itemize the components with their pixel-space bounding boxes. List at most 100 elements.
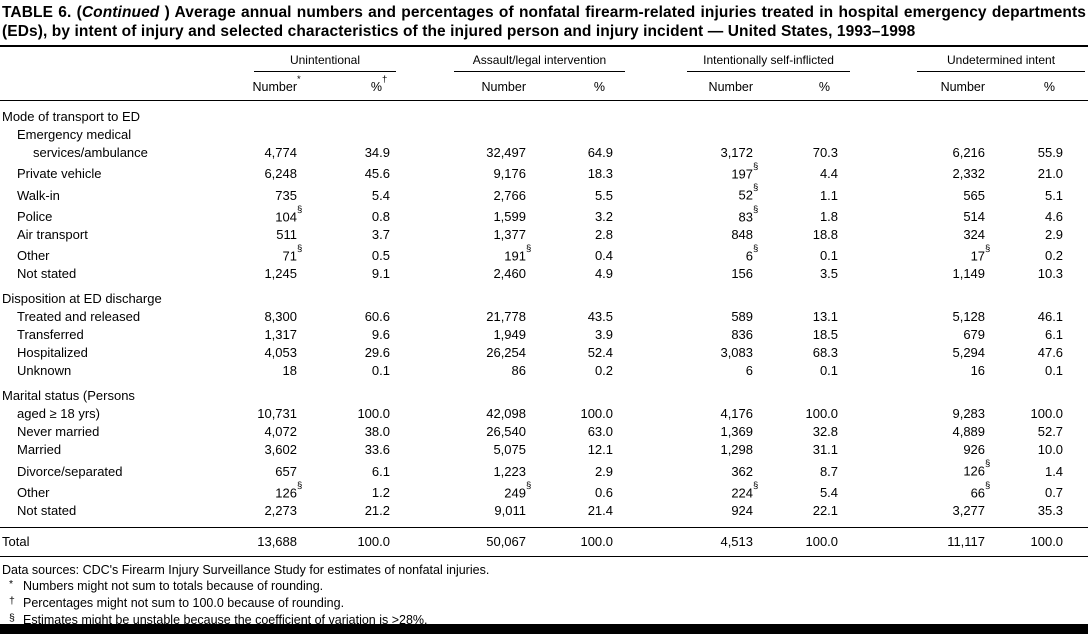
cell: 1,223 — [493, 463, 526, 479]
row-label: Not stated — [17, 503, 77, 519]
table-row: Other 71§ 0.5 191§ 0.4 6§ 0.1 17§ 0.2 — [0, 243, 1088, 265]
title-rule — [0, 45, 1088, 47]
cell: 1,317 — [264, 327, 297, 343]
cell: 657 — [275, 463, 297, 479]
table-row: Never married 4,072 38.0 26,540 63.0 1,369 32.… — [0, 423, 1088, 441]
cell: 21.0 — [1037, 166, 1064, 182]
cell: 926 — [963, 442, 986, 458]
cell: 32.8 — [812, 424, 839, 440]
cell: 5,075 — [493, 442, 526, 458]
row-label: Married — [17, 442, 62, 458]
cell: 70.3 — [812, 145, 839, 161]
cell: 60.6 — [364, 309, 390, 325]
cell: 3,083 — [720, 345, 754, 361]
cell: 26,254 — [486, 345, 526, 361]
table-body: Mode of transport to ED Emergency medical… — [0, 101, 1088, 557]
cell: 0.7 — [1044, 485, 1064, 501]
cell: 3.2 — [594, 209, 614, 225]
cell: 0.5 — [371, 248, 390, 264]
cell: 6.1 — [371, 463, 390, 479]
title-text: ) Average annual numbers and percentages… — [2, 4, 1086, 40]
cell: 100.0 — [1030, 406, 1064, 422]
cell: 10,731 — [257, 406, 297, 422]
cell: 1,949 — [493, 327, 526, 343]
cell: 5.4 — [819, 485, 839, 501]
cell: 21,778 — [486, 309, 526, 325]
cell: 45.6 — [364, 166, 390, 182]
cell: 156 — [731, 266, 754, 282]
cell: 1,245 — [264, 266, 297, 282]
cell: 8.7 — [819, 463, 839, 479]
footnote-marker: † — [9, 594, 15, 607]
cell: 0.1 — [1044, 363, 1064, 379]
row-label: Police — [17, 209, 53, 225]
spacer-row — [0, 520, 1088, 527]
cell: 17§ — [970, 243, 991, 264]
cell: 8,300 — [264, 309, 297, 325]
cell: 66§ — [970, 479, 991, 501]
cell: 126§ — [963, 458, 991, 479]
cell: 679 — [963, 327, 986, 343]
cell: 0.2 — [594, 363, 614, 379]
table-row: Not stated 2,273 21.2 9,011 21.4 924 22.1 3,277… — [0, 502, 1088, 520]
cell: 83§ — [738, 203, 759, 225]
cell: 1,149 — [952, 266, 986, 282]
cell: 9.1 — [371, 266, 390, 282]
total-cell: 100.0 — [309, 526, 402, 557]
cell: 34.9 — [364, 145, 390, 161]
total-row: Total 13,688 100.0 50,067 100.0 4,513 100.0 11,… — [0, 526, 1088, 557]
cell: 71§ — [282, 243, 303, 264]
cell: 2,273 — [264, 503, 297, 519]
footnote: § Estimates might be unstable because the… — [2, 612, 1086, 629]
cell: 29.6 — [364, 345, 390, 361]
footnote: Data sources: CDC's Firearm Injury Surve… — [2, 562, 1086, 578]
bottom-bar — [0, 624, 1088, 634]
cell: 2,460 — [493, 266, 526, 282]
cell: 3,277 — [952, 503, 986, 519]
cell: 848 — [731, 227, 754, 243]
section-heading: Disposition at ED discharge — [2, 291, 162, 307]
cell: 511 — [276, 227, 297, 243]
table-row: Treated and released 8,300 60.6 21,778 43.5 5… — [0, 308, 1088, 326]
section-heading-row: Marital status (Persons — [0, 380, 1088, 405]
cell: 2,766 — [493, 187, 526, 203]
table-row: Transferred 1,317 9.6 1,949 3.9 836 18.5 679 6.1 — [0, 326, 1088, 344]
footnotes: Data sources: CDC's Firearm Injury Surve… — [0, 557, 1088, 629]
cell: 104§ — [275, 203, 303, 225]
subheader-percent: % — [765, 72, 851, 102]
cell: 4,889 — [952, 424, 986, 440]
footnote-text: Estimates might be unstable because the … — [23, 612, 428, 627]
cell: 1.1 — [819, 187, 839, 203]
footnote-text: Percentages might not sum to 100.0 becau… — [23, 595, 345, 610]
row-label: Emergency medical services/ambulance — [17, 127, 148, 161]
row-label: Other — [17, 485, 50, 501]
cell: 249§ — [504, 479, 532, 501]
table-row: Hospitalized 4,053 29.6 26,254 52.4 3,083 68.3… — [0, 344, 1088, 362]
row-label: Unknown — [17, 363, 72, 379]
cell: 21.2 — [364, 503, 390, 519]
row-label: Hospitalized — [17, 345, 88, 361]
column-group-label: Intentionally self-inflicted — [687, 51, 851, 72]
cell: 0.4 — [594, 248, 614, 264]
cell: 31.1 — [812, 442, 839, 458]
cell: 10.3 — [1037, 266, 1064, 282]
cell: 126§ — [275, 479, 303, 501]
cell: 18 — [282, 363, 297, 379]
cell: 42,098 — [486, 406, 526, 422]
cell: 514 — [963, 209, 986, 225]
cell: 4.6 — [1044, 209, 1064, 225]
cell: 197§ — [731, 161, 759, 182]
cell: 12.1 — [587, 442, 614, 458]
cell: 2.9 — [594, 463, 614, 479]
title-prefix: TABLE 6. ( — [2, 4, 82, 21]
column-group-label: Assault/legal intervention — [454, 51, 626, 72]
cell: 5.4 — [371, 187, 390, 203]
cell: 100.0 — [580, 406, 614, 422]
row-label: Walk-in — [17, 187, 60, 203]
cell: 4.9 — [594, 266, 614, 282]
cell: 18.5 — [812, 327, 839, 343]
cell: 4,176 — [720, 406, 754, 422]
cell: 324 — [963, 227, 986, 243]
cell: 362 — [731, 463, 754, 479]
